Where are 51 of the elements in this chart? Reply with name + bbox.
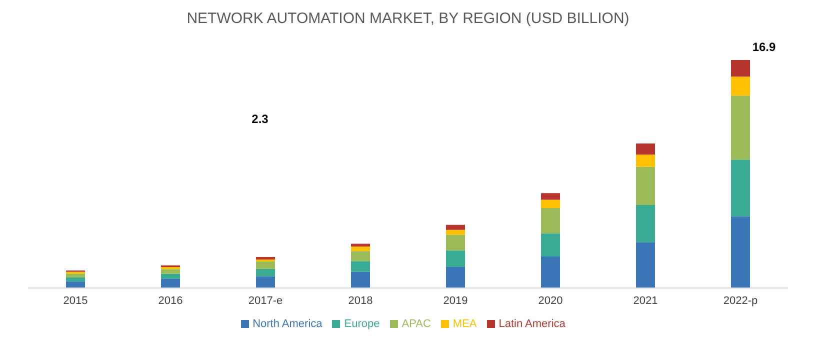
bar [541,256,560,288]
bar [541,193,560,200]
bar [351,246,370,252]
bar [636,166,655,206]
bar [636,205,655,242]
bar [731,216,750,288]
bar [731,96,750,160]
bar [731,76,750,96]
bar [256,268,275,276]
bar [161,269,180,274]
bar [351,272,370,288]
bar [351,244,370,247]
legend-label: MEA [452,318,477,330]
bar [636,154,655,167]
bar [731,160,750,216]
x-tick-label: 2015 [63,294,88,307]
legend-label: APAC [402,318,431,330]
bar [66,281,85,288]
bar [66,278,85,282]
bar [256,261,275,269]
bar [636,242,655,288]
bar [161,274,180,279]
bar [446,267,465,288]
bar [636,143,655,155]
x-tick-label: 2022-p [723,294,758,307]
bar [446,230,465,235]
bar [446,250,465,268]
bar [731,60,750,77]
bar [351,261,370,272]
chart-title: NETWORK AUTOMATION MARKET, BY REGION (USD BILLION) [186,9,630,29]
legend-label: Europe [344,318,380,330]
bar [541,208,560,234]
x-tick-label: 2019 [443,294,468,307]
bar [446,234,465,250]
x-tick-label: 2017-e [248,294,283,307]
bar [161,278,180,288]
bar [256,256,275,260]
bar [541,233,560,257]
bar [256,276,275,288]
bar [66,274,85,278]
x-tick-label: 2020 [538,294,563,307]
legend-label: North America [252,318,322,330]
x-tick-label: 2018 [348,294,373,307]
text: 16.9 [751,40,777,54]
bar [446,224,465,230]
annotation: 2.3 [250,112,270,126]
bar [541,200,560,208]
x-tick-label: 2021 [633,294,658,307]
x-tick-label: 2016 [158,294,183,307]
bar [351,251,370,262]
legend-label: Latin America [498,318,566,330]
